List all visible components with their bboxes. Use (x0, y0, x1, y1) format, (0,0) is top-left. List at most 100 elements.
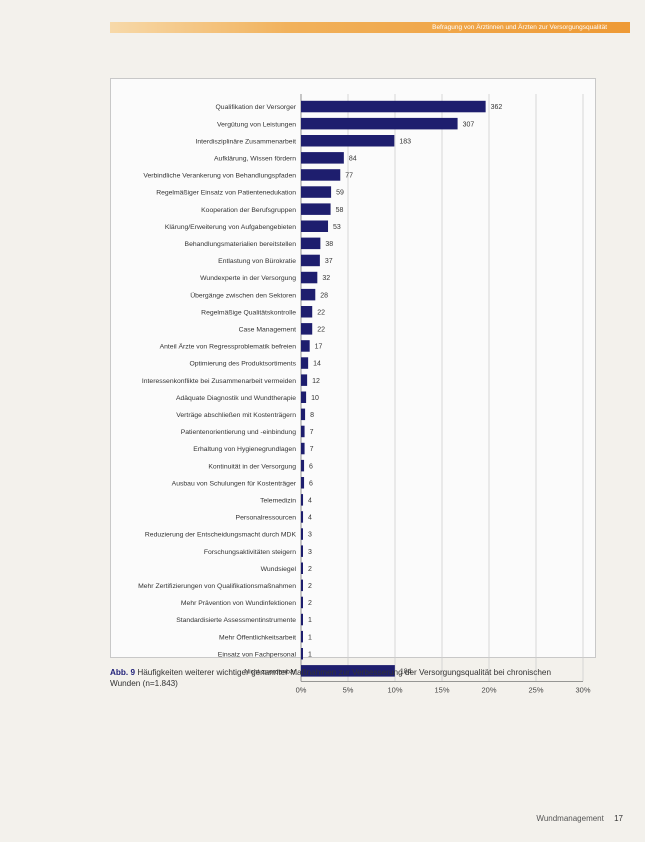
category-label: Klärung/Erweiterung von Aufgabengebieten (165, 224, 296, 231)
data-label: 53 (333, 224, 341, 231)
data-label: 12 (312, 378, 320, 385)
chart-frame (110, 78, 596, 658)
data-label: 1 (308, 651, 312, 658)
bar (301, 357, 309, 369)
bar (301, 511, 304, 523)
footer-journal: Wundmanagement (536, 814, 604, 823)
bar (301, 152, 344, 164)
category-label: Forschungsaktivitäten steigern (204, 549, 296, 556)
data-label: 183 (399, 138, 411, 145)
bar (301, 203, 331, 215)
data-label: 6 (309, 480, 313, 487)
data-label: 32 (322, 275, 330, 282)
data-label: 1 (308, 634, 312, 641)
data-label: 3 (308, 532, 312, 539)
x-tick-label: 15% (434, 685, 449, 694)
bar (301, 528, 303, 540)
bar (301, 391, 307, 403)
data-label: 22 (317, 326, 325, 333)
data-label: 7 (310, 429, 314, 436)
data-label: 38 (325, 241, 333, 248)
data-label: 28 (320, 292, 328, 299)
data-label: 6 (309, 463, 313, 470)
category-label: Wundexperte in der Versorgung (200, 275, 296, 282)
bar (301, 562, 303, 574)
data-label: 37 (325, 258, 333, 265)
bar (301, 665, 395, 677)
category-label: Verbindliche Verankerung von Behandlungs… (143, 173, 296, 180)
data-label: 2 (308, 600, 312, 607)
data-label: 3 (308, 549, 312, 556)
data-label: 2 (308, 583, 312, 590)
data-label: 58 (336, 207, 344, 214)
x-tick-label: 20% (481, 685, 496, 694)
category-label: Adäquate Diagnostik und Wundtherapie (176, 395, 296, 402)
data-label: 2 (308, 566, 312, 573)
data-label: 4 (308, 515, 312, 522)
data-label: 7 (310, 446, 314, 453)
bar (301, 494, 304, 506)
data-label: 10 (311, 395, 319, 402)
x-tick-label: 5% (343, 685, 354, 694)
data-label: 84 (349, 155, 357, 162)
bar (301, 135, 395, 147)
header-band (110, 22, 630, 33)
category-label: Behandlungsmaterialien bereitstellen (185, 241, 297, 248)
page-number: 17 (614, 814, 623, 823)
category-label: Wundsiegel (261, 566, 297, 573)
category-label: Qualifikation der Versorger (216, 104, 297, 111)
category-label: Kooperation der Berufsgruppen (201, 207, 296, 214)
x-tick-label: 0% (296, 685, 307, 694)
category-label: Regelmäßige Qualitätskontrolle (201, 309, 296, 316)
bar (301, 477, 305, 489)
bar (301, 613, 303, 626)
data-label: 77 (345, 173, 353, 180)
category-label: Interessenkonflikte bei Zusammenarbeit v… (142, 378, 296, 385)
category-label: Interdisziplinäre Zusammenarbeit (196, 138, 297, 145)
bar (301, 648, 303, 660)
category-label: Einsatz von Fachpersonal (218, 651, 297, 658)
bar (301, 323, 313, 335)
category-label: Entlastung von Bürokratie (218, 258, 296, 265)
data-label: 184 (400, 668, 412, 675)
category-label: Patientenorientierung und -einbindung (181, 429, 296, 436)
bar (301, 186, 332, 198)
category-label: Übergänge zwischen den Sektoren (190, 291, 296, 299)
bar (301, 579, 303, 592)
category-label: Mehr Öffentlichkeitsarbeit (219, 633, 296, 641)
category-label: Mehr Prävention von Wundinfektionen (181, 600, 296, 607)
figure-caption: Abb. 9 Häufigkeiten weiterer wichtiger g… (110, 667, 580, 689)
data-label: 307 (463, 121, 475, 128)
category-label: Kontinuität in der Versorgung (208, 463, 296, 470)
bar (301, 169, 341, 181)
category-label: Mehr Zertifizierungen von Qualifikations… (138, 583, 296, 590)
x-tick-label: 30% (575, 685, 590, 694)
category-label: Reduzierung der Entscheidungsmacht durch… (145, 532, 297, 539)
x-tick-label: 10% (387, 685, 402, 694)
bar (301, 545, 303, 557)
data-label: 17 (315, 344, 323, 351)
caption-text: Häufigkeiten weiterer wichtiger genannte… (110, 668, 552, 688)
category-label: Anteil Ärzte von Regressproblematik befr… (160, 343, 297, 351)
bar (301, 220, 329, 232)
category-label: Personalressourcen (236, 515, 297, 522)
category-label: Optimierung des Produktsortiments (189, 361, 296, 368)
category-label: Vergütung von Leistungen (217, 121, 296, 128)
category-label: Aufklärung, Wissen fördern (214, 155, 296, 162)
caption-label: Abb. 9 (110, 668, 136, 677)
category-label: Verträge abschließen mit Kostenträgern (176, 412, 296, 419)
bar (301, 288, 316, 301)
category-label: Erhaltung von Hygienegrundlagen (193, 446, 296, 453)
bar (301, 459, 305, 472)
data-label: 22 (317, 309, 325, 316)
data-label: 8 (310, 412, 314, 419)
header-title: Befragung von Ärztinnen und Ärzten zur V… (432, 24, 607, 31)
category-label: Regelmäßiger Einsatz von Patientenedukat… (156, 190, 296, 197)
bar (301, 254, 320, 267)
category-label: Telemedizin (260, 497, 296, 504)
data-label: 4 (308, 497, 312, 504)
data-label: 1 (308, 617, 312, 624)
data-label: 362 (491, 104, 503, 111)
data-label: 14 (313, 361, 321, 368)
